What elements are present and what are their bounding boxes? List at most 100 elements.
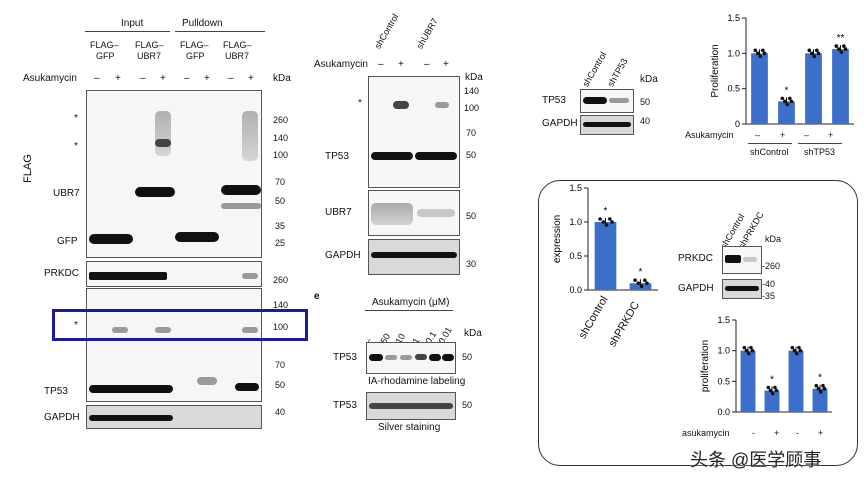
lane1-label: FLAG– <box>90 40 119 50</box>
data-point <box>807 48 812 53</box>
bar <box>778 101 795 124</box>
tp53-row-label-b: TP53 <box>325 151 349 162</box>
mw-marker: 35 <box>275 221 286 231</box>
mw-marker: 70 <box>275 360 286 370</box>
blot-band <box>89 234 133 244</box>
sign: – <box>804 130 810 140</box>
tp53-blot-c <box>580 89 634 113</box>
blot-band <box>609 98 629 103</box>
mw-marker: 140 <box>273 300 289 310</box>
group-underline <box>798 143 842 144</box>
y-tick-label: 1.0 <box>717 346 730 356</box>
mw-marker: 30 <box>466 259 477 269</box>
blot-band <box>725 286 759 291</box>
data-point <box>773 385 777 390</box>
y-tick-label: 0.0 <box>717 407 730 417</box>
mw-marker: 50 <box>466 211 477 221</box>
data-point <box>810 51 814 56</box>
blot-band <box>369 354 383 361</box>
data-point <box>598 217 602 221</box>
y-tick-label: 0 <box>735 119 740 129</box>
mw-marker: 100 <box>273 322 289 332</box>
lane3-label-b: GFP <box>186 51 205 61</box>
blot-band <box>415 354 427 360</box>
blot-smear <box>242 111 258 161</box>
mw-marker: 70 <box>466 128 477 138</box>
mw-marker: 50 <box>640 97 651 107</box>
blot-band <box>743 257 757 262</box>
chart1-treatment: Asukamycin <box>685 130 734 140</box>
significance-label: * <box>785 85 789 96</box>
blot-band <box>197 377 217 385</box>
data-point <box>770 391 775 396</box>
data-point <box>742 345 747 350</box>
ubr7-row-label-b: UBR7 <box>325 207 352 218</box>
data-point <box>780 96 785 101</box>
sign: + <box>774 428 780 438</box>
data-point <box>758 54 763 59</box>
header-input: Input <box>121 18 144 29</box>
y-tick-label: 1.5 <box>727 13 740 23</box>
header-pulldown: Pulldown <box>182 18 223 29</box>
data-point <box>843 47 848 51</box>
bar <box>764 390 780 412</box>
mw-marker: 260 <box>273 275 289 285</box>
y-axis-label: proliferation <box>700 340 711 392</box>
data-point <box>768 388 773 393</box>
panel-e-underline <box>365 310 453 311</box>
significance-label: * <box>770 375 774 386</box>
bar <box>805 53 822 125</box>
tp53-blot-a <box>86 288 262 402</box>
panel-e-kda: kDa <box>464 328 482 339</box>
mw-marker: 100 <box>273 150 289 160</box>
mw-marker: -40 <box>762 279 776 289</box>
y-axis-label: expression <box>552 215 563 263</box>
panel-b-kda: kDa <box>465 72 483 83</box>
blot-band <box>221 185 261 195</box>
bar <box>788 350 804 412</box>
significance-label: * <box>639 267 643 278</box>
sign: + <box>160 73 166 84</box>
lane4-label: FLAG– <box>223 40 252 50</box>
mw-marker: 40 <box>275 407 286 417</box>
mw-marker: 50 <box>466 150 477 160</box>
mw-marker: 40 <box>640 116 651 126</box>
mw-marker: 25 <box>275 238 286 248</box>
sign: + <box>828 130 834 140</box>
sign: - <box>796 428 799 438</box>
sign: – <box>184 73 190 84</box>
blot-band <box>435 102 449 108</box>
gapdh-blot-b <box>368 239 460 275</box>
mw-marker: 100 <box>464 103 480 113</box>
sign: – <box>228 73 234 84</box>
bar <box>832 49 849 124</box>
data-point <box>756 51 760 56</box>
gapdh-row-label-b: GAPDH <box>325 250 361 261</box>
data-point <box>639 284 644 288</box>
gapdh-row-label-c: GAPDH <box>542 118 578 129</box>
data-point <box>788 96 792 101</box>
star-marker: * <box>74 141 78 152</box>
data-point <box>837 47 841 51</box>
panel-e-caption2: Silver staining <box>378 422 441 433</box>
data-point <box>766 385 771 390</box>
bar <box>812 388 828 412</box>
sign: + <box>780 130 786 140</box>
y-axis-label: Proliferation <box>710 44 721 97</box>
star-marker: * <box>74 320 78 331</box>
data-point <box>797 345 801 350</box>
panel-c-kda: kDa <box>640 74 658 85</box>
sign: + <box>443 59 449 70</box>
y-tick-label: 0.5 <box>717 376 730 386</box>
y-tick-label: 0.0 <box>569 285 582 295</box>
mw-marker: 50 <box>275 380 286 390</box>
flag-blot <box>86 90 262 258</box>
y-tick-label: 0.5 <box>569 251 582 261</box>
sign: - <box>752 428 755 438</box>
blot-band <box>235 383 259 391</box>
sign: + <box>248 73 254 84</box>
sign: + <box>204 73 210 84</box>
lane2-label-b: UBR7 <box>137 51 162 61</box>
